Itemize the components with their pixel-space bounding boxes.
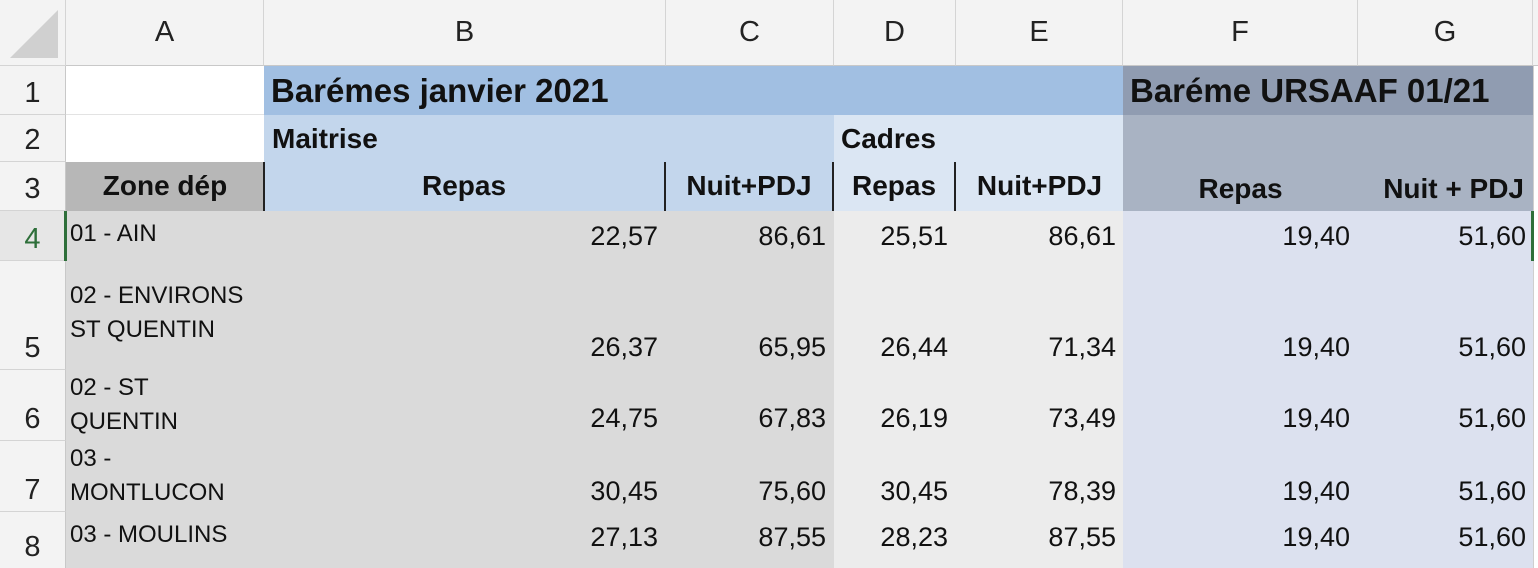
header-zone-dep: Zone dép [102, 170, 228, 201]
maitrise-body-band[interactable] [66, 211, 834, 568]
gridline [1533, 66, 1534, 568]
maitrise-repas-cell[interactable]: 26,37 [590, 332, 658, 362]
header-separator [832, 162, 834, 211]
header-cadres-repas: Repas [851, 170, 937, 201]
column-header-d[interactable]: D [834, 0, 956, 66]
header-separator [954, 162, 956, 211]
maitrise-repas-cell[interactable]: 24,75 [590, 403, 658, 433]
maitrise-header-band[interactable] [264, 115, 834, 211]
maitrise-repas-cell[interactable]: 22,57 [590, 221, 658, 251]
zone-cell[interactable]: 02 - ENVIRONS ST QUENTIN [70, 282, 244, 343]
ursaaf-nuit-cell[interactable]: 51,60 [1458, 332, 1526, 362]
column-header-e[interactable]: E [956, 0, 1123, 66]
cadres-body-band[interactable] [834, 211, 1123, 568]
cadres-nuit-cell[interactable]: 71,34 [1048, 332, 1116, 362]
row-header-4[interactable]: 4 [0, 211, 66, 261]
group-label-maitrise: Maitrise [272, 123, 378, 154]
cadres-repas-cell[interactable]: 25,51 [880, 221, 948, 251]
cadres-repas-cell[interactable]: 26,44 [880, 332, 948, 362]
header-separator [263, 162, 265, 211]
cadres-nuit-cell[interactable]: 78,39 [1048, 476, 1116, 506]
maitrise-repas-cell[interactable]: 30,45 [590, 476, 658, 506]
header-ursaaf-nuit-pdj: Nuit + PDJ [1383, 173, 1524, 204]
cadres-nuit-cell[interactable]: 86,61 [1048, 221, 1116, 251]
ursaaf-nuit-cell[interactable]: 51,60 [1458, 221, 1526, 251]
column-header-f[interactable]: F [1123, 0, 1358, 66]
title-band-ursaaf[interactable] [1123, 66, 1533, 115]
row-header-2[interactable]: 2 [0, 115, 66, 162]
gridline [66, 114, 264, 115]
column-header-b[interactable]: B [264, 0, 666, 66]
active-row-indicator [64, 211, 67, 261]
maitrise-nuit-cell[interactable]: 65,95 [758, 332, 826, 362]
cadres-header-band[interactable] [834, 115, 1123, 211]
maitrise-nuit-cell[interactable]: 75,60 [758, 476, 826, 506]
row-header-8[interactable]: 8 [0, 512, 66, 568]
maitrise-nuit-cell[interactable]: 86,61 [758, 221, 826, 251]
select-all-corner[interactable] [0, 0, 66, 66]
row-header-3[interactable]: 3 [0, 162, 66, 211]
ursaaf-nuit-cell[interactable]: 51,60 [1458, 522, 1526, 552]
ursaaf-repas-cell[interactable]: 19,40 [1282, 522, 1350, 552]
row-header-1[interactable]: 1 [0, 66, 66, 115]
zone-cell[interactable]: 01 - AIN [70, 220, 157, 247]
title-baremes-janvier: Barémes janvier 2021 [271, 72, 609, 109]
ursaaf-body-band[interactable] [1123, 211, 1533, 568]
header-separator [664, 162, 666, 211]
header-ursaaf-repas: Repas [1198, 173, 1283, 204]
row-header-7[interactable]: 7 [0, 441, 66, 512]
cadres-repas-cell[interactable]: 28,23 [880, 522, 948, 552]
row-header-5[interactable]: 5 [0, 261, 66, 370]
ursaaf-repas-cell[interactable]: 19,40 [1282, 476, 1350, 506]
group-label-cadres: Cadres [841, 123, 936, 154]
column-header-h-edge[interactable] [1533, 0, 1538, 66]
cadres-repas-cell[interactable]: 30,45 [880, 476, 948, 506]
maitrise-nuit-cell[interactable]: 87,55 [758, 522, 826, 552]
cadres-repas-cell[interactable]: 26,19 [880, 403, 948, 433]
ursaaf-header-band[interactable] [1123, 115, 1533, 211]
ursaaf-nuit-cell[interactable]: 51,60 [1458, 403, 1526, 433]
zone-header-cell[interactable] [66, 162, 264, 211]
column-header-c[interactable]: C [666, 0, 834, 66]
ursaaf-repas-cell[interactable]: 19,40 [1282, 403, 1350, 433]
title-band-baremes[interactable] [264, 66, 1123, 115]
ursaaf-nuit-cell[interactable]: 51,60 [1458, 476, 1526, 506]
zone-cell[interactable]: 03 - MONTLUCON [70, 445, 225, 506]
maitrise-repas-cell[interactable]: 27,13 [590, 522, 658, 552]
header-cadres-nuit-pdj: Nuit+PDJ [976, 170, 1103, 201]
cadres-nuit-cell[interactable]: 87,55 [1048, 522, 1116, 552]
cadres-nuit-cell[interactable]: 73,49 [1048, 403, 1116, 433]
ursaaf-repas-cell[interactable]: 19,40 [1282, 221, 1350, 251]
ursaaf-repas-cell[interactable]: 19,40 [1282, 332, 1350, 362]
column-header-a[interactable]: A [66, 0, 264, 66]
header-maitrise-repas: Repas [421, 170, 507, 201]
zone-cell[interactable]: 02 - ST QUENTIN [70, 374, 178, 435]
column-header-g[interactable]: G [1358, 0, 1533, 66]
zone-cell[interactable]: 03 - MOULINS [70, 521, 228, 548]
header-maitrise-nuit-pdj: Nuit+PDJ [686, 170, 812, 201]
active-row-indicator-right [1531, 211, 1534, 261]
maitrise-nuit-cell[interactable]: 67,83 [758, 403, 826, 433]
title-bareme-ursaaf: Baréme URSAAF 01/21 [1130, 72, 1490, 109]
row-header-6[interactable]: 6 [0, 370, 66, 441]
